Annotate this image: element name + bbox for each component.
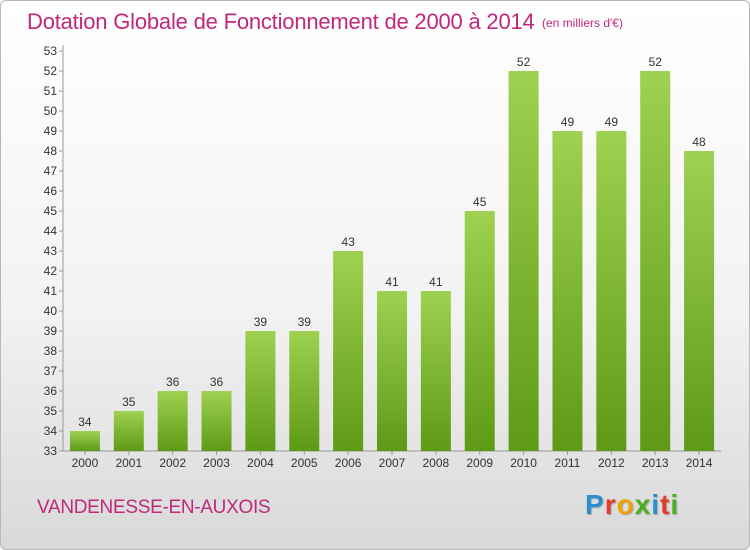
logo-letter: x bbox=[634, 489, 652, 520]
bar-2013 bbox=[640, 71, 671, 451]
y-tick-label: 33 bbox=[44, 444, 58, 458]
x-tick-label-2010: 2010 bbox=[510, 456, 537, 470]
bar-2009 bbox=[464, 211, 495, 451]
chart-unit: (en milliers d'€) bbox=[542, 16, 623, 30]
x-tick-label-2003: 2003 bbox=[203, 456, 230, 470]
bar-2012 bbox=[596, 131, 627, 451]
bar-2008 bbox=[420, 291, 451, 451]
y-tick-label: 47 bbox=[44, 164, 58, 178]
bar-2001 bbox=[113, 411, 144, 451]
plot-area: 33 34 35 36 37 38 39 40 41 42 43 44 45 46 47 48 49 50 51 52… bbox=[44, 44, 721, 470]
x-tick-label-2000: 2000 bbox=[72, 456, 99, 470]
y-tick-label: 35 bbox=[44, 404, 58, 418]
y-tick-label: 37 bbox=[44, 364, 58, 378]
data-label-2007: 41 bbox=[385, 275, 399, 289]
data-label-2014: 48 bbox=[692, 135, 706, 149]
y-tick-label: 45 bbox=[44, 204, 58, 218]
bar-2000 bbox=[69, 431, 100, 451]
data-label-2013: 52 bbox=[649, 55, 663, 69]
proxiti-logo: Proxiti bbox=[585, 489, 679, 521]
bar-2002 bbox=[157, 391, 188, 451]
x-tick-label-2007: 2007 bbox=[379, 456, 406, 470]
y-tick-label: 52 bbox=[44, 64, 58, 78]
x-tick-label-2014: 2014 bbox=[686, 456, 713, 470]
data-label-2005: 39 bbox=[298, 315, 312, 329]
y-tick-label: 43 bbox=[44, 244, 58, 258]
y-tick-label: 50 bbox=[44, 104, 58, 118]
bar-2010 bbox=[508, 71, 539, 451]
commune-name: VANDENESSE-EN-AUXOIS bbox=[37, 497, 271, 518]
bar-2004 bbox=[245, 331, 276, 451]
data-label-2006: 43 bbox=[341, 235, 355, 249]
y-tick-label: 44 bbox=[44, 224, 58, 238]
logo-letter: r bbox=[604, 489, 617, 520]
x-tick-label-2006: 2006 bbox=[335, 456, 362, 470]
y-tick-label: 34 bbox=[44, 424, 58, 438]
y-tick-label: 39 bbox=[44, 324, 58, 338]
y-tick-label: 51 bbox=[44, 84, 58, 98]
bar-2011 bbox=[552, 131, 583, 451]
y-tick-label: 48 bbox=[44, 144, 58, 158]
x-tick-label-2013: 2013 bbox=[642, 456, 669, 470]
data-label-2010: 52 bbox=[517, 55, 531, 69]
data-label-2012: 49 bbox=[605, 115, 619, 129]
x-tick-label-2008: 2008 bbox=[423, 456, 450, 470]
logo-letter: i bbox=[651, 489, 661, 520]
logo-letter: P bbox=[585, 489, 605, 520]
x-tick-label-2009: 2009 bbox=[466, 456, 493, 470]
bar-2005 bbox=[289, 331, 320, 451]
x-tick-label-2004: 2004 bbox=[247, 456, 274, 470]
bar-2014 bbox=[684, 151, 715, 451]
x-tick-label-2005: 2005 bbox=[291, 456, 318, 470]
y-tick-label: 53 bbox=[44, 44, 58, 58]
y-tick-label: 38 bbox=[44, 344, 58, 358]
x-tick-label-2011: 2011 bbox=[555, 456, 581, 470]
data-label-2003: 36 bbox=[210, 375, 224, 389]
data-label-2009: 45 bbox=[473, 195, 487, 209]
y-tick-label: 49 bbox=[44, 124, 58, 138]
x-tick-label-2002: 2002 bbox=[159, 456, 186, 470]
chart-title: Dotation Globale de Fonctionnement de 20… bbox=[27, 9, 535, 34]
x-tick-label-2012: 2012 bbox=[598, 456, 625, 470]
data-label-2000: 34 bbox=[78, 415, 92, 429]
data-label-2011: 49 bbox=[561, 115, 575, 129]
y-tick-label: 36 bbox=[44, 384, 58, 398]
bar-2006 bbox=[333, 251, 364, 451]
bar-2007 bbox=[377, 291, 407, 451]
x-tick-label-2001: 2001 bbox=[115, 456, 142, 470]
data-label-2001: 35 bbox=[122, 395, 136, 409]
y-tick-label: 42 bbox=[44, 264, 58, 278]
bar-2003 bbox=[201, 391, 232, 451]
logo-letter: i bbox=[670, 489, 680, 520]
data-label-2004: 39 bbox=[254, 315, 268, 329]
logo-letter: t bbox=[660, 489, 671, 520]
y-tick-label: 40 bbox=[44, 304, 58, 318]
data-label-2008: 41 bbox=[429, 275, 443, 289]
logo-letter: o bbox=[616, 489, 635, 520]
y-tick-label: 41 bbox=[44, 284, 58, 298]
data-label-2002: 36 bbox=[166, 375, 180, 389]
y-tick-label: 46 bbox=[44, 184, 58, 198]
